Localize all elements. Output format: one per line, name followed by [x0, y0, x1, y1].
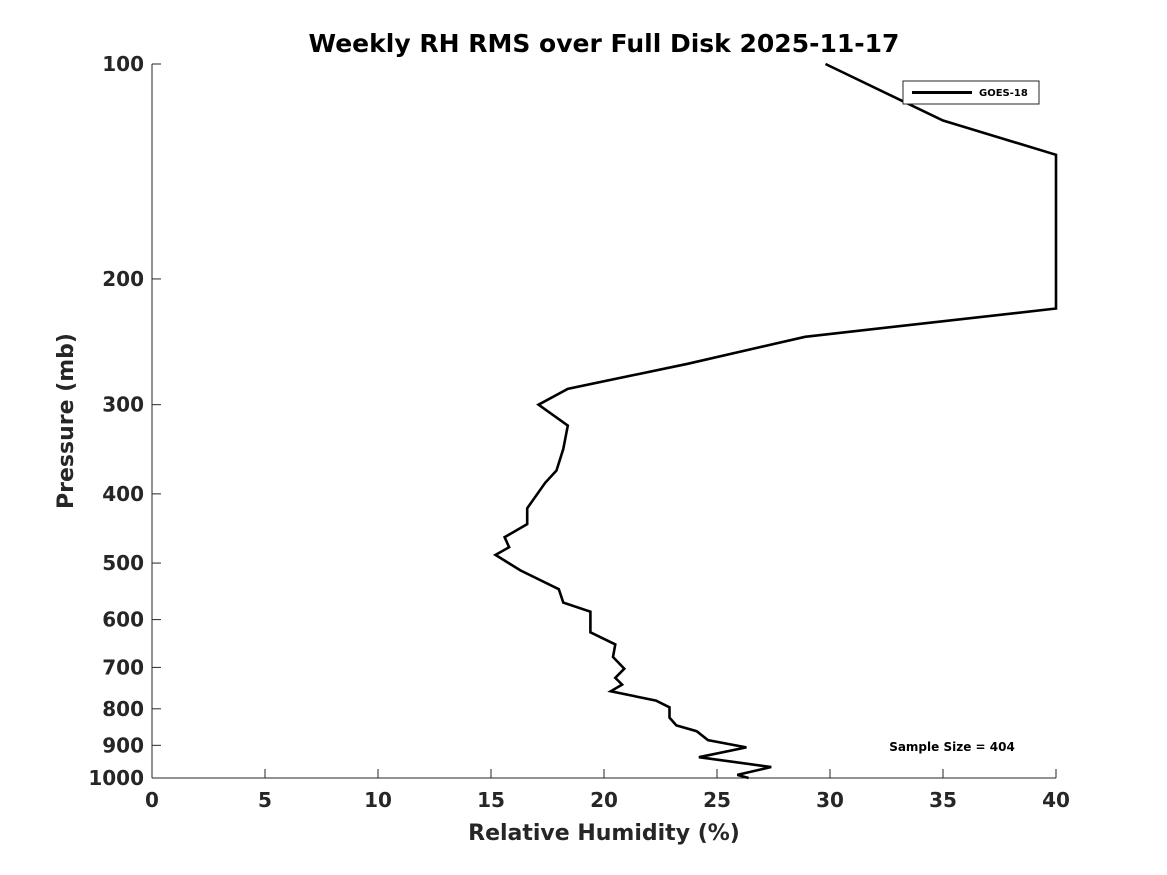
x-tick-label: 20 — [590, 788, 618, 812]
y-tick-label: 800 — [102, 697, 144, 721]
y-tick-label: 500 — [102, 551, 144, 575]
sample-size-annotation: Sample Size = 404 — [889, 740, 1015, 754]
x-tick-label: 0 — [145, 788, 159, 812]
y-tick-label: 600 — [102, 608, 144, 632]
y-axis-ticks: 100 200 300 400 500 600 700 800 900 1000 — [88, 52, 161, 790]
x-tick-label: 40 — [1042, 788, 1070, 812]
series-line-goes-18 — [492, 62, 1058, 780]
plot-area: 0 5 10 15 20 25 30 35 40 100 200 300 400 500 600 700 80… — [88, 52, 1070, 812]
y-tick-label: 200 — [102, 267, 144, 291]
x-tick-label: 30 — [816, 788, 844, 812]
legend-label-goes-18: GOES-18 — [979, 88, 1028, 99]
y-tick-label: 700 — [102, 655, 144, 679]
y-axis-label: Pressure (mb) — [54, 333, 79, 509]
y-tick-label: 1000 — [88, 766, 144, 790]
y-tick-label: 900 — [102, 733, 144, 757]
chart-title: Weekly RH RMS over Full Disk 2025-11-17 — [309, 29, 900, 58]
x-tick-label: 5 — [258, 788, 272, 812]
y-tick-label: 300 — [102, 393, 144, 417]
x-tick-label: 25 — [703, 788, 731, 812]
x-tick-label: 10 — [364, 788, 392, 812]
x-axis-ticks: 0 5 10 15 20 25 30 35 40 — [145, 769, 1070, 812]
y-tick-label: 400 — [102, 482, 144, 506]
x-tick-label: 35 — [929, 788, 957, 812]
y-tick-label: 100 — [102, 52, 144, 76]
x-tick-label: 15 — [477, 788, 505, 812]
legend: GOES-18 — [902, 80, 1040, 105]
x-axis-label: Relative Humidity (%) — [468, 821, 740, 846]
series-group — [492, 62, 1058, 780]
